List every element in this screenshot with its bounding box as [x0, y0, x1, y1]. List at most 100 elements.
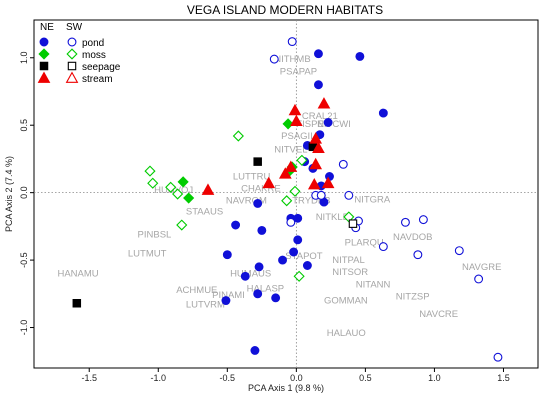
stream-point [317, 97, 331, 109]
seepage-point [253, 157, 262, 166]
seepage-point [348, 219, 358, 228]
series-stream [201, 97, 335, 195]
species-label: STAPOT [285, 251, 322, 262]
y-tick-label: 0.5 [19, 119, 29, 132]
pond-point [378, 242, 388, 252]
y-tick-label: -0.5 [19, 252, 29, 268]
stream-point [278, 167, 292, 179]
moss-point [176, 219, 188, 231]
seepage-point [72, 299, 82, 308]
species-label: NITCWI [317, 119, 351, 130]
pond-point [400, 217, 410, 227]
species-label: NITVEL [274, 144, 307, 155]
pond-point [231, 220, 241, 230]
pond-point [287, 37, 297, 47]
species-label: NITSOR [332, 267, 368, 278]
pond-point [253, 198, 263, 208]
moss-point [232, 130, 244, 142]
moss-point [296, 154, 308, 166]
species-label: HANAMU [57, 269, 98, 280]
legend-label-pond: pond [82, 38, 104, 49]
y-axis-label: PCA Axis 2 (7.4 %) [4, 156, 14, 232]
species-label: NAVCRE [419, 309, 458, 320]
legend-header-ne: NE [40, 22, 54, 33]
pond-point [338, 159, 348, 169]
legend-marker-sw-seepage [67, 61, 77, 71]
pond-point [418, 215, 428, 225]
species-label: LUTMUT [128, 248, 167, 259]
species-label: LUTTRU [233, 171, 271, 182]
pond-point [286, 217, 296, 227]
pond-point [293, 213, 303, 223]
pond-point [355, 51, 365, 61]
legend-marker-ne-stream [37, 71, 51, 83]
species-label: NITZSP [396, 292, 430, 303]
pond-point [293, 235, 303, 245]
y-tick-label: 0.0 [19, 186, 29, 199]
chart-title: VEGA ISLAND MODERN HABITATS [187, 3, 383, 17]
moss-point [293, 270, 305, 282]
moss-point [177, 176, 189, 188]
x-tick-label: 1.0 [428, 373, 441, 383]
pond-point [289, 247, 299, 257]
species-label: PINAMI [212, 290, 245, 301]
x-tick-label: -1.5 [81, 373, 97, 383]
legend-marker-ne-moss [38, 48, 50, 60]
pond-point [221, 296, 231, 306]
pond-point [257, 225, 267, 235]
legend-label-moss: moss [82, 50, 106, 61]
moss-point [165, 181, 177, 193]
species-label: NITKLE [316, 212, 349, 223]
moss-point [282, 118, 294, 130]
pond-point [269, 54, 279, 64]
species-label: STAAUS [186, 207, 223, 218]
stream-point [284, 160, 298, 172]
legend-marker-sw-pond [67, 37, 77, 47]
legend-label-stream: stream [82, 74, 113, 85]
pond-point [271, 293, 281, 303]
pond-point [474, 274, 484, 284]
pond-point [253, 289, 263, 299]
y-axis-ticks: -1.0 -0.5 0.0 0.5 1.0 [19, 52, 34, 335]
legend-marker-sw-moss [66, 48, 78, 60]
plot-area: -1.5 -1.0 -0.5 0.0 0.5 1.0 1.5 -1.0 -0.5 0.0 0.5 1… [19, 19, 539, 383]
species-label: HUMAUS [230, 269, 271, 280]
species-label: CRAL21 [302, 111, 338, 122]
species-label: PINBSL [138, 229, 172, 240]
pond-point [316, 190, 326, 200]
pond-point [240, 271, 250, 281]
legend-marker-ne-seepage [39, 61, 49, 71]
stream-point [307, 178, 321, 190]
pond-point [302, 261, 312, 270]
x-axis-label: PCA Axis 1 (9.8 %) [248, 383, 324, 393]
moss-point [183, 192, 195, 204]
species-label: NAVDOB [393, 232, 432, 243]
stream-point [288, 103, 302, 116]
legend-marker-ne-pond [39, 37, 49, 47]
x-tick-label: -0.5 [220, 373, 236, 383]
pond-point [254, 262, 264, 272]
pond-point [344, 190, 354, 200]
pond-point [323, 118, 333, 127]
species-label: LUTVRM [186, 300, 225, 311]
pond-point [378, 108, 388, 118]
pond-point [222, 250, 232, 260]
data-points [72, 37, 503, 362]
x-tick-label: -1.0 [151, 373, 167, 383]
x-tick-label: 1.5 [497, 373, 510, 383]
stream-point [201, 183, 215, 195]
moss-point [281, 195, 293, 207]
species-label: HALASP [247, 283, 285, 294]
species-label: HALAUO [327, 328, 366, 339]
pond-point [313, 49, 323, 59]
x-tick-label: 0.0 [290, 373, 303, 383]
species-label: PSAPAP [280, 66, 317, 77]
legend-header-sw: SW [66, 22, 83, 33]
legend-marker-sw-stream [65, 71, 79, 83]
plot-frame [33, 19, 539, 369]
y-tick-label: 1.0 [19, 52, 29, 65]
moss-point [144, 165, 156, 177]
